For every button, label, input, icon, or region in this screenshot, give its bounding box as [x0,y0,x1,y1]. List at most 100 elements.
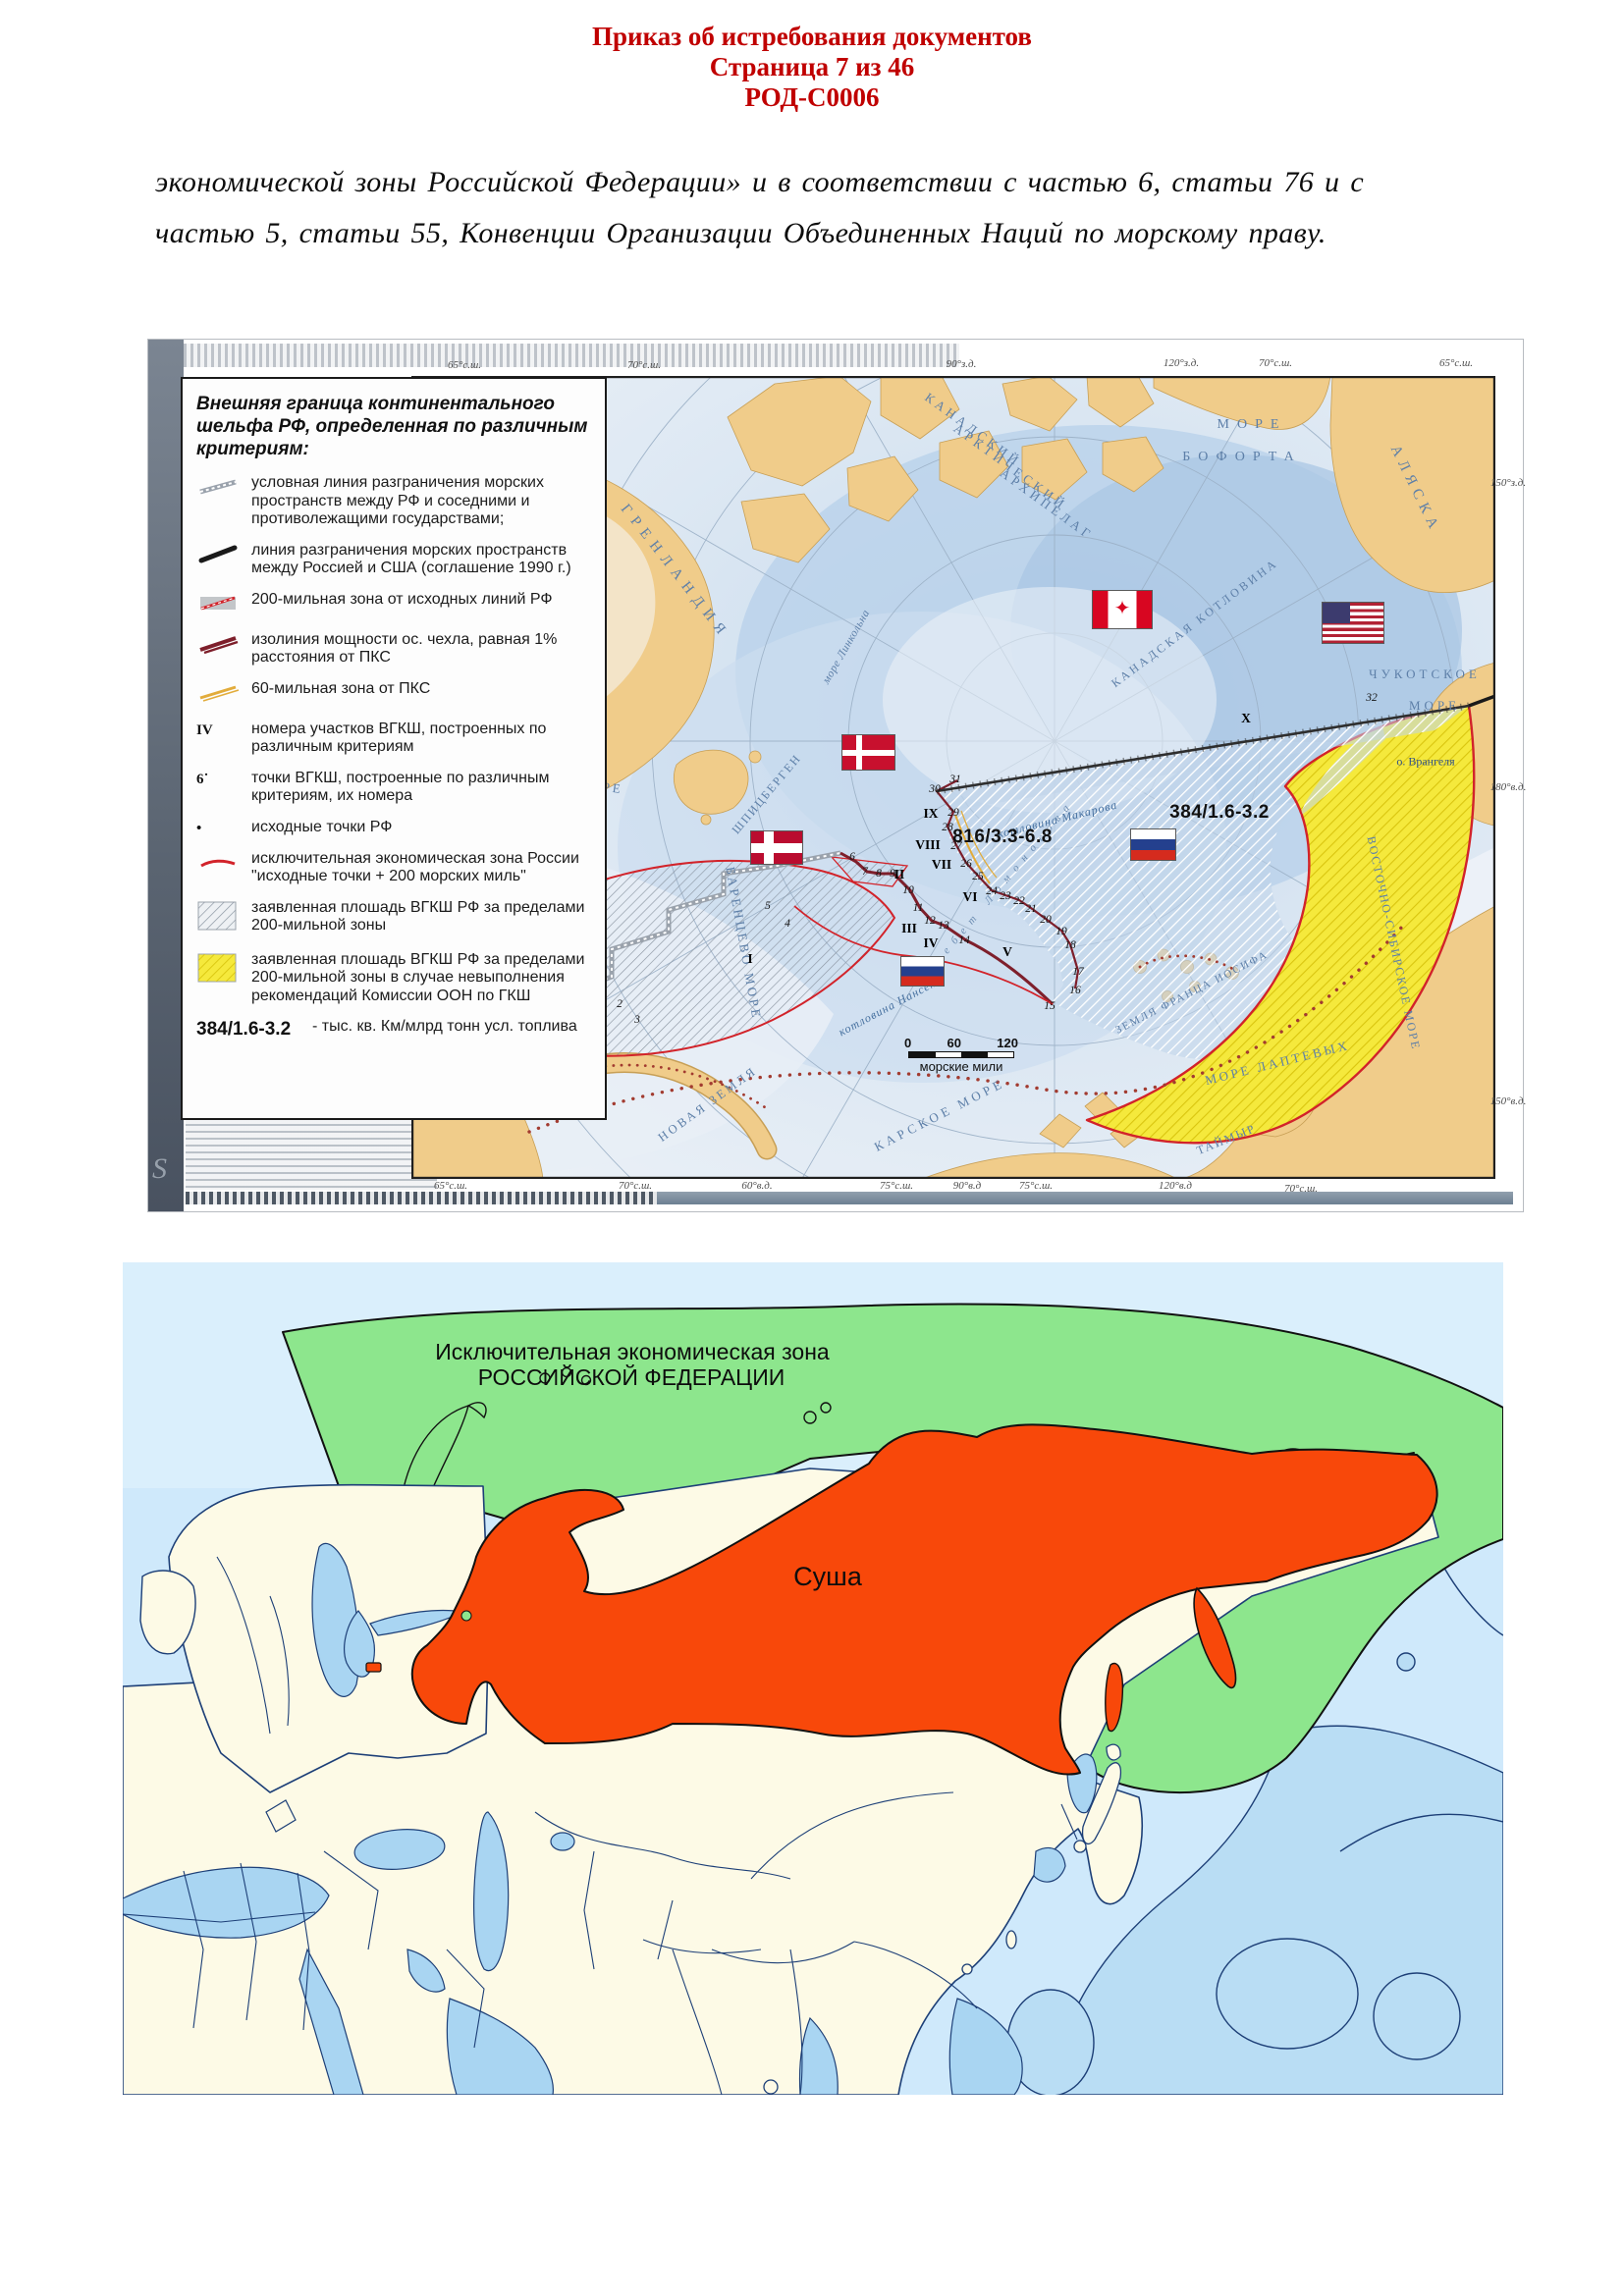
point-number: 9 [890,868,895,880]
point-number: 23 [1000,890,1011,902]
point-number: 28 [942,822,953,833]
legend-item-label: заявленная плошадь ВГКШ РФ за пределами … [251,950,585,1004]
graticule-label: 120°в.д [1159,1180,1192,1192]
sea-label: АРХИПЕЛАГ [998,465,1097,543]
point-number: 17 [1072,966,1084,978]
point-number: 18 [1064,939,1076,951]
header-page-indicator: Страница 7 из 46 [709,52,915,81]
point-number: 20 [1040,914,1052,926]
yhatch-symbol [196,951,251,1006]
sector-numeral: I [747,951,753,966]
decor-glyph: S [152,1152,167,1185]
ghatch-symbol [196,899,251,938]
legend-item-label: заявленная плошадь ВГКШ РФ за пределами … [251,898,585,934]
paragraph-line-2: частью 5, статьи 55, Конвенции Организац… [155,217,1326,249]
slide-bottom-wave-decor [186,1117,437,1190]
legend-items: условная линия разграничения морских про… [196,474,593,1041]
sea-label: АЛЯСКА [1386,443,1444,537]
sector-numeral: VIII [915,837,941,852]
russia-land [410,1423,1438,1776]
legend-item-label: 60-мильная зона от ПКС [251,679,431,697]
point-number: 15 [1044,1000,1056,1012]
eez-symbol [196,850,251,886]
sea-label: НОВАЯ ЗЕМЛЯ [655,1063,760,1145]
point-number: 4 [785,918,790,930]
maple-leaf-icon: ✦ [1113,598,1131,620]
russia-flag-icon [900,956,945,987]
legend-item-ratio: 384/1.6-3.2 - тыс. кв. Км/млрд тонн усл. … [196,1018,593,1041]
legend-item-label: линия разграничения морских пространств … [251,541,571,577]
point-number: 7 [862,866,868,878]
graticule-label: 65°с.ш. [447,359,482,371]
legend-item-mile60: 60-мильная зона от ПКС [196,680,593,708]
point-number: 3 [634,1014,640,1026]
graticule-label: 90°з.д. [946,358,977,370]
legend-item-label: исходные точки РФ [251,818,393,835]
canada-flag-icon: ✦ [1092,590,1153,629]
scale-tick: 0 [904,1036,912,1050]
claimed-shelf-area [937,706,1469,1060]
area-value-label: 384/1.6-3.2 [1169,802,1270,823]
graticule-label: 75°с.ш. [879,1180,914,1192]
point-number: 31 [949,774,961,785]
scale-bar-strip [908,1051,1014,1058]
scale-bar-units: морские мили [919,1059,1003,1074]
point-number: 11 [912,902,924,914]
ratio-symbol: 384/1.6-3.2 [196,1019,292,1040]
legend-title: Внешняя граница континентального шельфа … [196,394,588,459]
sea-label: КАРСКОЕ МОРЕ [871,1075,1007,1154]
point-number: 32 [1366,692,1378,704]
document-header: Приказ об истребования документов Страни… [0,22,1624,113]
point-number: 24 [986,885,998,897]
sea-label: ВОСТОЧНО-СИБИРСКОЕ МОРЕ [1364,834,1424,1052]
slide-top-wave-decor [184,344,959,367]
sea-label: МОРЕ [1408,698,1461,713]
graticule-label: 150°з.д. [1489,477,1527,489]
point-number: 30 [929,783,941,795]
eez-zone-label-line2: РОССИЙСКОЙ ФЕДЕРАЦИИ [477,1364,785,1390]
russia-flag-icon [1130,828,1176,861]
arctic-shelf-map-slide: S [147,339,1527,1212]
header-title: Приказ об истребования документов [592,22,1032,51]
point-number: 16 [1069,985,1081,996]
point-number: 14 [958,934,970,946]
sector-numeral: III [901,921,917,935]
land-label: Суша [793,1562,862,1591]
dot-symbol: • [196,820,202,836]
chevron-decor [186,1192,657,1204]
graticule-label: 75°с.ш. [1018,1180,1054,1192]
scale-tick: 120 [997,1036,1018,1050]
mile200-symbol [196,591,251,618]
point-number: 29 [947,807,959,819]
sector-numeral: IV [923,935,939,950]
point-number: 22 [1013,895,1025,907]
legend-item-mile200: 200-мильная зона от исходных линий РФ [196,591,593,618]
point-number: 26 [960,858,972,870]
roman-symbol: IV [196,721,213,738]
arctic-map-labels-layer: 0 60 120 морские мили ГРЕНЛАНДИЯ КАНАДСКИЙ А… [411,376,1495,1179]
legend-item-pnum: 6˙ точки ВГКШ, построенные по различным к… [196,770,593,806]
header-doc-code: РОД-С0006 [744,82,880,112]
point-number: 25 [972,871,984,882]
sea-label: МОРЕ [1217,417,1287,432]
point-number: 13 [938,920,949,932]
legend-item-label: точки ВГКШ, построенные по различным кри… [251,769,550,805]
sea-label: ТАЙМЫР [1194,1121,1259,1157]
point-number: 27 [950,840,962,852]
sea-label: ЧУКОТСКОЕ [1369,667,1481,681]
sector-numeral: V [1002,944,1012,959]
sea-label: МОРЕ ЛАПТЕВЫХ [1203,1037,1352,1089]
eez-map-labels-layer: Исключительная экономическая зона РОССИЙ… [123,1262,1503,2095]
graticule-label: 90°в.д [952,1180,982,1192]
sea-label: о. Врангеля [1396,754,1455,769]
legend-item-usa: линия разграничения морских пространств … [196,542,593,578]
sea-label: ШПИЦБЕРГЕН [729,751,804,837]
scale-bar: 0 60 120 морские мили [902,1036,1020,1074]
slide-bottom-bar [186,1192,1513,1204]
legend-item-label: изолиния мощности ос. чехла, равная 1% р… [251,630,558,667]
sea-label: ЗЕМЛЯ ФРАНЦА ИОСИФА [1113,948,1271,1037]
legend-item-usl: условная линия разграничения морских про… [196,474,593,529]
eez-map: Исключительная экономическая зона РОССИЙ… [123,1262,1503,2095]
body-paragraph: экономической зоны Российской Федерации»… [155,157,1510,259]
